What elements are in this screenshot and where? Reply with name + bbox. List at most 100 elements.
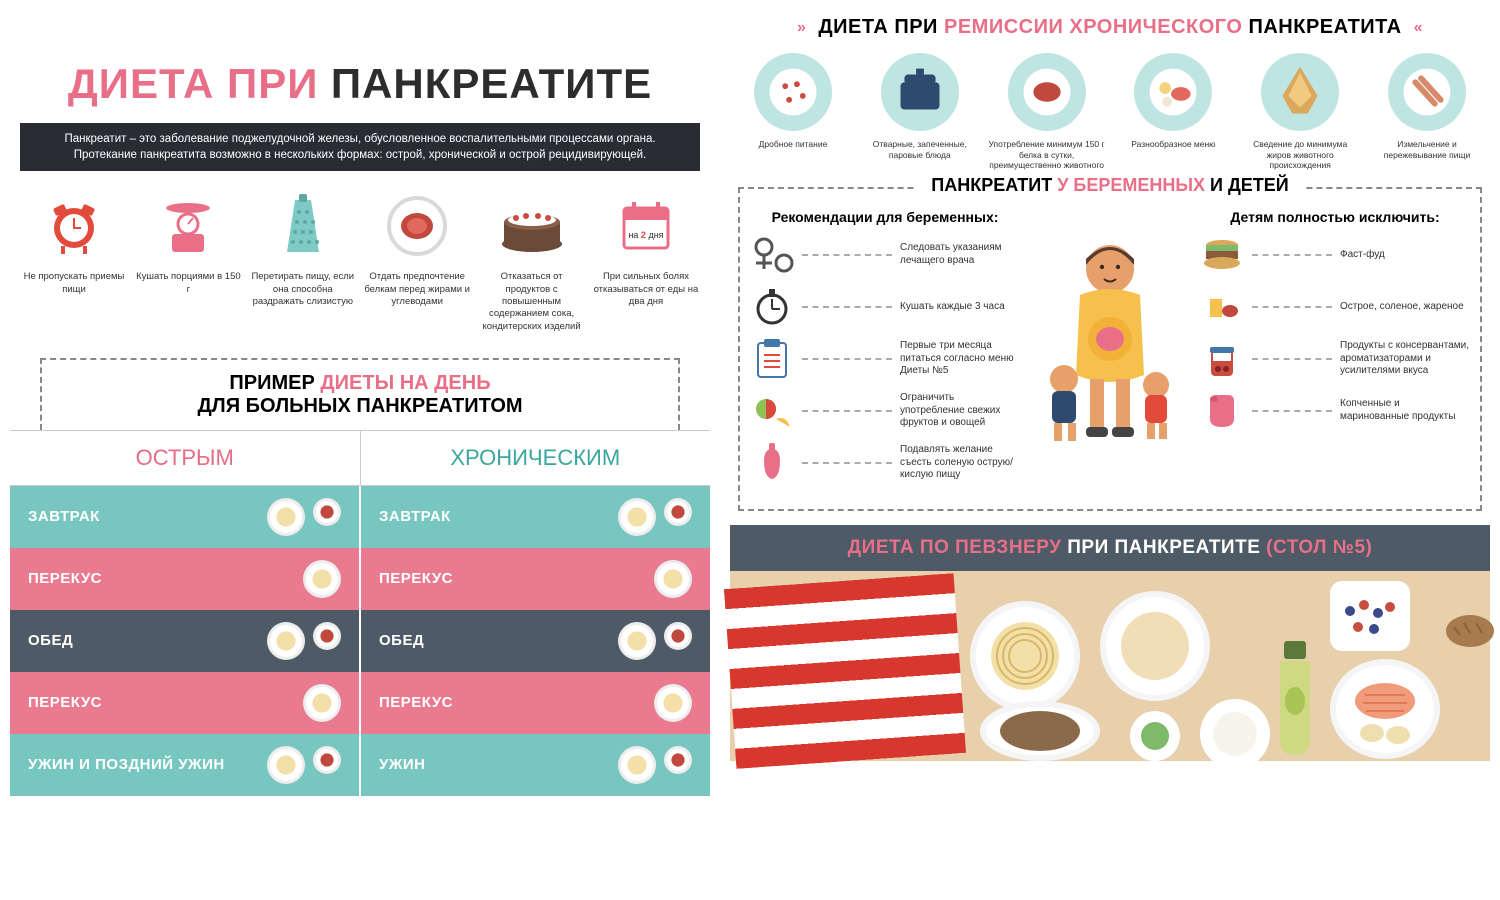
meat-plate-icon — [382, 191, 452, 261]
meal-icons — [303, 560, 341, 598]
tip-meat: Отдать предпочтение белкам перед жирами … — [363, 191, 471, 333]
meal-row: УЖИН И ПОЗДНИЙ УЖИН УЖИН — [10, 734, 710, 796]
main-title: ДИЕТА ПРИ ПАНКРЕАТИТЕ — [10, 60, 710, 108]
pregnant-right-col: Детям полностью исключить: Фаст-фудОстро… — [1200, 209, 1470, 493]
plate-icon — [313, 746, 341, 774]
plate-icon — [313, 622, 341, 650]
plate-icon — [664, 622, 692, 650]
rem-title-a: ДИЕТА ПРИ — [818, 16, 944, 38]
meal-label: ЗАВТРАК — [379, 508, 451, 525]
plate-salmon — [1330, 659, 1440, 759]
meal-label: ЗАВТРАК — [28, 508, 100, 525]
remission-icon — [1261, 53, 1339, 131]
hint-text: Первые три месяца питаться согласно меню… — [900, 340, 1020, 378]
bowl-berries — [1330, 581, 1410, 651]
plate-icon — [654, 560, 692, 598]
title-part: ПРИМЕР — [229, 372, 320, 394]
hint-text: Следовать указаниям лечащего врача — [900, 242, 1020, 267]
hint-icon — [1200, 337, 1244, 381]
cup-green — [1130, 711, 1180, 761]
clock-icon — [39, 191, 109, 261]
pregnant-hint: Первые три месяца питаться согласно меню… — [750, 337, 1020, 381]
remission-label: Дробное питание — [734, 139, 852, 150]
hint-text: Продукты с консервантами, ароматизаторам… — [1340, 340, 1470, 378]
meal-cell: УЖИН И ПОЗДНИЙ УЖИН — [10, 734, 359, 796]
hint-text: Кушать каждые 3 часа — [900, 301, 1020, 314]
dash-arrow — [1252, 306, 1332, 308]
meal-cell: ПЕРЕКУС — [361, 548, 710, 610]
remission-label: Отварные, запеченные, паровые блюда — [861, 139, 979, 160]
meal-icons — [618, 622, 692, 660]
tip-clock: Не пропускать приемы пищи — [20, 191, 128, 333]
meal-cell: ОБЕД — [10, 610, 359, 672]
meal-label: ПЕРЕКУС — [28, 570, 102, 587]
plate-icon — [618, 498, 656, 536]
plate-icon — [618, 746, 656, 784]
meal-cell: ЗАВТРАК — [10, 486, 359, 548]
tip-label: Отдать предпочтение белкам перед жирами … — [363, 271, 471, 308]
remission-icon — [754, 53, 832, 131]
rem-title-b: РЕМИССИИ ХРОНИЧЕСКОГО — [944, 16, 1249, 38]
hint-icon — [750, 337, 794, 381]
meal-label: ПЕРЕКУС — [379, 570, 453, 587]
hint-icon — [1200, 389, 1244, 433]
columns-header: ОСТРЫМ ХРОНИЧЕСКИМ — [10, 430, 710, 486]
remission-label: Употребление минимум 150 г белка в сутки… — [988, 139, 1106, 171]
plate-icon — [303, 684, 341, 722]
dash-arrow — [1252, 358, 1332, 360]
hint-text: Фаст-фуд — [1340, 249, 1470, 262]
meal-icons — [618, 498, 692, 536]
plate-icon — [313, 498, 341, 526]
plate-porridge — [1100, 591, 1210, 701]
remission-item: Измельчение и пережевывание пищи — [1368, 53, 1486, 171]
meal-label: ПЕРЕКУС — [28, 694, 102, 711]
pt-b: У БЕРЕМЕННЫХ — [1057, 175, 1210, 195]
pv-b: ПРИ ПАНКРЕАТИТЕ — [1067, 537, 1266, 558]
meal-cell: УЖИН — [361, 734, 710, 796]
meal-row: ОБЕДОБЕД — [10, 610, 710, 672]
meal-row: ПЕРЕКУСПЕРЕКУС — [10, 672, 710, 734]
hint-text: Ограничить употребление свежих фруктов и… — [900, 392, 1020, 430]
title-part2: ПАНКРЕАТИТЕ — [331, 60, 652, 107]
remission-item: Дробное питание — [734, 53, 852, 171]
remission-label: Разнообразное меню — [1114, 139, 1232, 150]
pregnant-exclude: Продукты с консервантами, ароматизаторам… — [1200, 337, 1470, 381]
pregnant-left-col: Рекомендации для беременных: Следовать у… — [750, 209, 1020, 493]
meal-table: ЗАВТРАКЗАВТРАКПЕРЕКУСПЕРЕКУСОБЕДОБЕДПЕРЕ… — [10, 486, 710, 796]
oil-bottle-icon — [1270, 631, 1320, 766]
family-illustration — [1020, 209, 1200, 493]
hint-text: Острое, соленое, жареное — [1340, 301, 1470, 314]
left-panel: ДИЕТА ПРИ ПАНКРЕАТИТЕ Панкреатит – это з… — [0, 0, 720, 900]
meal-icons — [267, 746, 341, 784]
title-part1: ДИЕТА ПРИ — [68, 60, 319, 107]
plate-icon — [303, 560, 341, 598]
meal-label: ОБЕД — [28, 632, 73, 649]
pregnant-grid: Рекомендации для беременных: Следовать у… — [750, 209, 1470, 493]
plate-icon — [618, 622, 656, 660]
chevron-down-icon: » — [797, 19, 806, 37]
pregnant-hint: Подавлять желание съесть соленую острую/… — [750, 441, 1020, 485]
pregnant-hint: Следовать указаниям лечащего врача — [750, 233, 1020, 277]
subtitle-bar: Панкреатит – это заболевание поджелудочн… — [20, 123, 700, 171]
preg-left-items: Следовать указаниям лечащего врача Кушать… — [750, 233, 1020, 485]
col-acute: ОСТРЫМ — [10, 431, 360, 485]
dash-arrow — [802, 254, 892, 256]
remission-label: Сведение до минимума жиров животного про… — [1241, 139, 1359, 171]
plate-pasta — [970, 601, 1080, 711]
meal-icons — [267, 498, 341, 536]
remission-row: Дробное питание Отварные, запеченные, пар… — [730, 53, 1490, 171]
meal-icons — [303, 684, 341, 722]
hint-icon — [1200, 285, 1244, 329]
bread-icon — [1440, 601, 1500, 666]
plate-icon — [664, 498, 692, 526]
remission-icon — [1008, 53, 1086, 131]
meal-label: УЖИН — [379, 756, 426, 773]
dash-arrow — [1252, 254, 1332, 256]
plate-icon — [267, 498, 305, 536]
tip-cake: Отказаться от продуктов с повышенным сод… — [478, 191, 586, 333]
remission-title: » ДИЕТА ПРИ РЕМИССИИ ХРОНИЧЕСКОГО ПАНКРЕ… — [730, 16, 1490, 39]
calendar-icon: на 2 дня — [611, 191, 681, 261]
meal-icons — [654, 684, 692, 722]
preg-left-sub: Рекомендации для беременных: — [750, 209, 1020, 225]
pv-c: (СТОЛ №5) — [1266, 537, 1372, 558]
